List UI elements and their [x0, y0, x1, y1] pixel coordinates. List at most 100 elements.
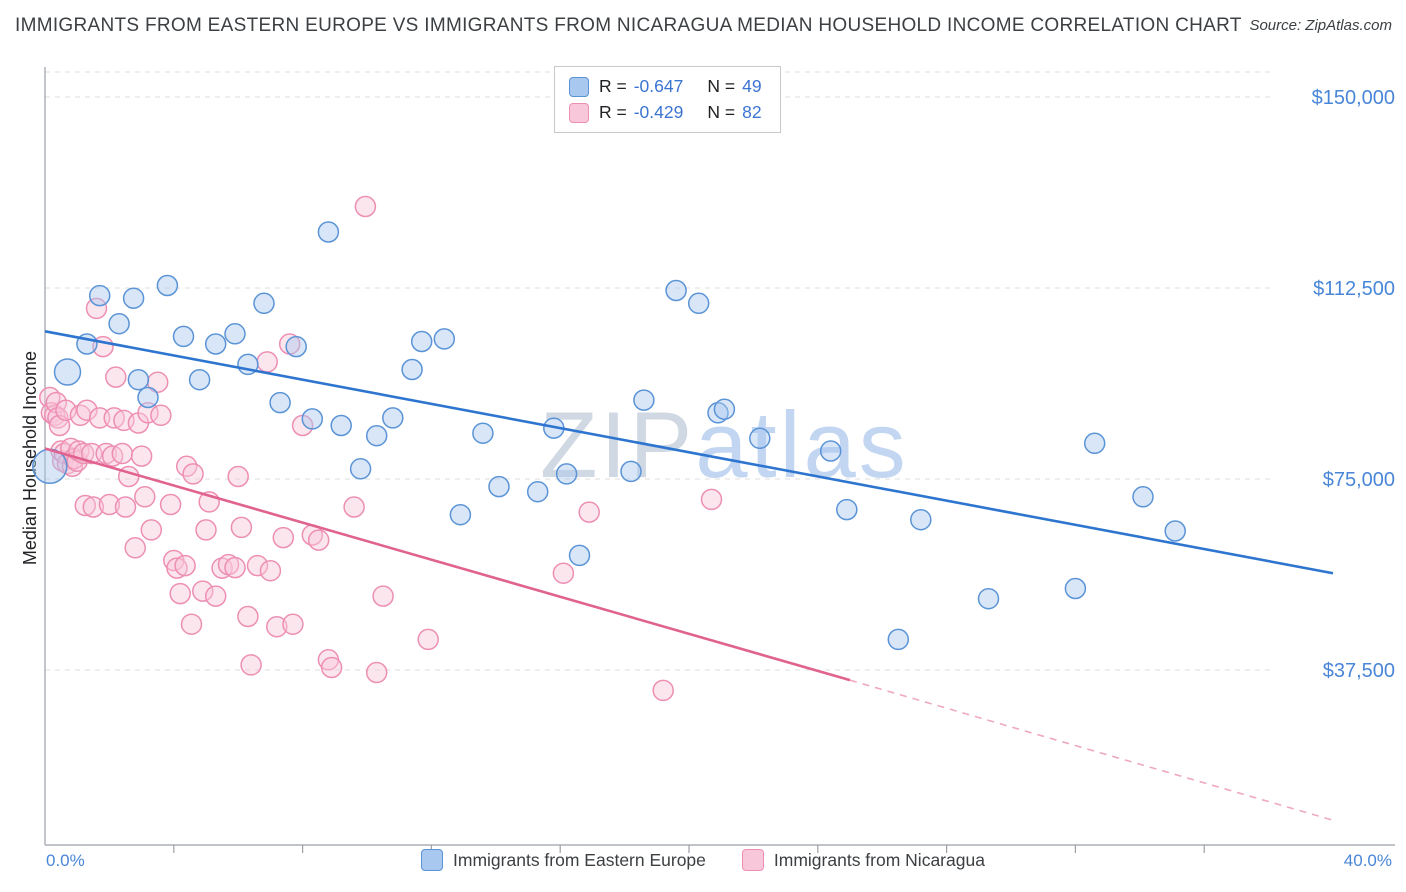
scatter-point: [552, 562, 575, 584]
nicaragua-swatch: [569, 102, 589, 123]
scatter-point: [330, 414, 352, 437]
source-label: Source: ZipAtlas.com: [1249, 17, 1392, 34]
scatter-point: [401, 358, 423, 381]
scatter-point: [156, 274, 179, 297]
scatter-point: [307, 529, 330, 551]
scatter-point: [259, 559, 282, 582]
scatter-point: [372, 585, 394, 607]
y-tick-label: $75,000: [1323, 469, 1395, 491]
scatter-point: [449, 503, 472, 526]
scatter-point: [410, 330, 433, 353]
scatter-point: [1164, 520, 1186, 542]
scatter-point: [169, 582, 191, 605]
scatter-point: [124, 537, 146, 559]
scatter-point: [365, 661, 388, 684]
scatter-point: [130, 445, 153, 467]
scatter-point: [253, 292, 275, 315]
scatter-point: [204, 333, 227, 355]
scatter-point: [53, 358, 82, 386]
scatter-point: [700, 488, 723, 511]
legend-item-label: Immigrants from Eastern Europe: [453, 849, 706, 870]
scatter-point: [224, 323, 246, 345]
scatter-point: [159, 493, 182, 516]
scatter-point: [114, 496, 137, 518]
legend-item-nicaragua: Immigrants from Nicaragua: [741, 849, 985, 871]
scatter-point: [365, 424, 388, 447]
trend-line-dashed: [849, 679, 1334, 822]
eastern-europe-swatch: [569, 76, 589, 97]
scatter-point: [272, 526, 295, 549]
scatter-point: [137, 386, 159, 409]
scatter-point: [343, 496, 365, 518]
scatter-point: [977, 587, 1000, 610]
trend-line: [44, 447, 851, 682]
scatter-point: [713, 398, 736, 420]
eastern-europe-swatch: [421, 849, 444, 871]
scatter-point: [707, 402, 729, 424]
n-label: N =: [707, 102, 736, 122]
bottom-legend: Immigrants from Eastern Europe Immigrant…: [0, 849, 1406, 871]
scatter-point: [1083, 432, 1106, 455]
scatter-point: [266, 615, 288, 638]
scatter-point: [568, 544, 591, 567]
scatter-point: [166, 557, 188, 579]
trend-line: [44, 330, 1334, 575]
legend-row-eastern-europe: R = -0.647 N = 49: [569, 76, 762, 97]
scatter-point: [285, 335, 307, 358]
scatter-point: [230, 516, 253, 539]
scatter-point: [836, 498, 858, 521]
y-tick-label: $37,500: [1323, 660, 1395, 682]
scatter-point: [488, 475, 510, 498]
scatter-point: [1132, 486, 1154, 508]
scatter-point: [887, 628, 910, 651]
r-label: R =: [599, 76, 627, 96]
legend-item-eastern-europe: Immigrants from Eastern Europe: [421, 849, 706, 871]
r-value: -0.429: [633, 102, 684, 122]
scatter-point: [174, 554, 196, 577]
scatter-point: [137, 402, 159, 424]
scatter-point: [687, 292, 710, 315]
n-label: N =: [707, 76, 736, 96]
scatter-point: [269, 391, 291, 414]
x-axis-label-min: 0.0%: [46, 851, 85, 870]
scatter-point: [749, 427, 771, 450]
scatter-point: [578, 501, 600, 523]
scatter-point: [74, 494, 97, 517]
scatter-point: [88, 284, 111, 307]
scatter-point: [182, 463, 204, 485]
scatter-point: [140, 519, 163, 541]
scatter-point: [82, 496, 105, 518]
scatter-point: [108, 312, 130, 335]
scatter-point: [188, 368, 211, 391]
r-value: -0.647: [633, 76, 684, 96]
scatter-point: [526, 480, 549, 503]
scatter-point: [354, 195, 377, 218]
scatter-point: [134, 486, 156, 508]
scatter-point: [224, 556, 246, 579]
scatter-point: [301, 408, 324, 430]
scatter-point: [192, 580, 214, 602]
scatter-point: [620, 460, 642, 483]
r-label: R =: [599, 102, 627, 122]
scatter-point: [555, 463, 578, 485]
scatter-point: [665, 279, 687, 302]
watermark-part2: atlas: [695, 392, 909, 497]
n-value: 49: [742, 76, 762, 96]
scatter-point: [172, 325, 195, 348]
scatter-point: [122, 287, 145, 309]
scatter-point: [1064, 577, 1087, 600]
x-axis-label-max: 40.0%: [1343, 851, 1392, 870]
scatter-point: [98, 493, 121, 516]
scatter-point: [180, 613, 203, 635]
legend-box: R = -0.647 N = 49 R = -0.429 N = 82: [554, 66, 781, 133]
page-title: IMMIGRANTS FROM EASTERN EUROPE VS IMMIGR…: [15, 15, 1242, 36]
scatter-point: [195, 519, 217, 541]
scatter-point: [47, 407, 69, 429]
scatter-point: [237, 605, 259, 628]
scatter-point: [204, 585, 227, 607]
scatter-point: [246, 554, 269, 577]
scatter-point: [472, 422, 494, 444]
watermark-part1: ZIP: [540, 392, 696, 497]
